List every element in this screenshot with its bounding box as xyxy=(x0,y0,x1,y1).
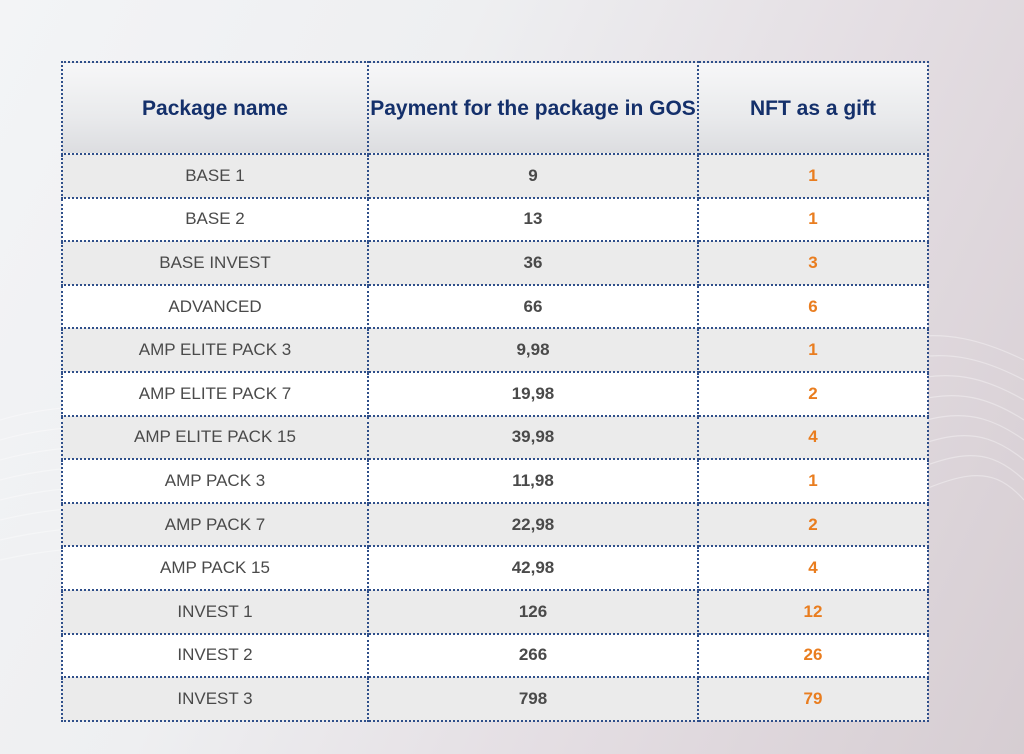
table-row: AMP PACK 3 11,98 1 xyxy=(61,458,929,504)
nft-gift-cell: 1 xyxy=(697,153,929,199)
payment-cell: 66 xyxy=(367,283,699,330)
table-row: BASE 2 13 1 xyxy=(61,196,929,243)
payment-cell: 798 xyxy=(367,676,699,722)
nft-gift-cell: 1 xyxy=(697,196,929,243)
package-name-cell: AMP ELITE PACK 15 xyxy=(61,414,369,461)
package-name-cell: INVEST 2 xyxy=(61,632,369,679)
packages-table: Package name Payment for the package in … xyxy=(61,61,929,722)
nft-gift-cell: 2 xyxy=(697,501,929,548)
package-name-cell: BASE 1 xyxy=(61,153,369,199)
nft-gift-cell: 2 xyxy=(697,370,929,417)
payment-cell: 19,98 xyxy=(367,370,699,417)
package-name-cell: BASE INVEST xyxy=(61,240,369,286)
table-row: AMP PACK 15 42,98 4 xyxy=(61,545,929,591)
table-row: AMP ELITE PACK 15 39,98 4 xyxy=(61,414,929,461)
header-nft-gift: NFT as a gift xyxy=(697,61,929,155)
package-name-cell: BASE 2 xyxy=(61,196,369,243)
payment-cell: 36 xyxy=(367,240,699,286)
nft-gift-cell: 4 xyxy=(697,414,929,461)
nft-gift-cell: 1 xyxy=(697,327,929,373)
table-row: BASE INVEST 36 3 xyxy=(61,240,929,286)
table-row: AMP ELITE PACK 7 19,98 2 xyxy=(61,370,929,417)
package-name-cell: AMP PACK 15 xyxy=(61,545,369,591)
payment-cell: 42,98 xyxy=(367,545,699,591)
nft-gift-cell: 1 xyxy=(697,458,929,504)
payment-cell: 9 xyxy=(367,153,699,199)
table-row: INVEST 2 266 26 xyxy=(61,632,929,679)
table-row: INVEST 1 126 12 xyxy=(61,588,929,635)
table-row: ADVANCED 66 6 xyxy=(61,283,929,330)
package-name-cell: INVEST 3 xyxy=(61,676,369,722)
table-row: INVEST 3 798 79 xyxy=(61,676,929,722)
package-name-cell: AMP ELITE PACK 7 xyxy=(61,370,369,417)
package-name-cell: AMP ELITE PACK 3 xyxy=(61,327,369,373)
header-payment: Payment for the package in GOS xyxy=(367,61,699,155)
nft-gift-cell: 12 xyxy=(697,588,929,635)
package-name-cell: ADVANCED xyxy=(61,283,369,330)
package-name-cell: INVEST 1 xyxy=(61,588,369,635)
payment-cell: 22,98 xyxy=(367,501,699,548)
table-header-row: Package name Payment for the package in … xyxy=(61,61,929,155)
nft-gift-cell: 26 xyxy=(697,632,929,679)
package-name-cell: AMP PACK 3 xyxy=(61,458,369,504)
header-package-name: Package name xyxy=(61,61,369,155)
packages-table-container: Package name Payment for the package in … xyxy=(61,61,929,722)
payment-cell: 13 xyxy=(367,196,699,243)
payment-cell: 266 xyxy=(367,632,699,679)
nft-gift-cell: 6 xyxy=(697,283,929,330)
payment-cell: 11,98 xyxy=(367,458,699,504)
nft-gift-cell: 79 xyxy=(697,676,929,722)
nft-gift-cell: 3 xyxy=(697,240,929,286)
nft-gift-cell: 4 xyxy=(697,545,929,591)
payment-cell: 126 xyxy=(367,588,699,635)
table-row: AMP ELITE PACK 3 9,98 1 xyxy=(61,327,929,373)
payment-cell: 9,98 xyxy=(367,327,699,373)
table-row: AMP PACK 7 22,98 2 xyxy=(61,501,929,548)
payment-cell: 39,98 xyxy=(367,414,699,461)
package-name-cell: AMP PACK 7 xyxy=(61,501,369,548)
